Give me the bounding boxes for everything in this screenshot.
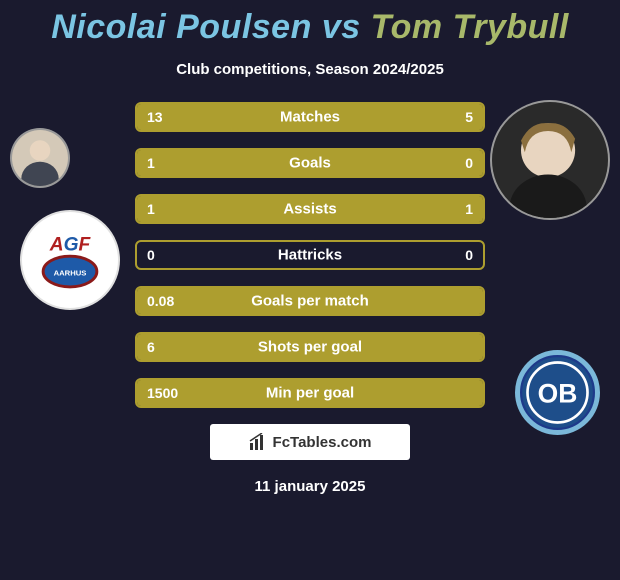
vs-text: vs [322,8,361,46]
player1-club-badge: AGF AARHUS [20,210,120,310]
stat-row: 6 Shots per goal [135,332,485,362]
stat-fill-left [137,104,386,130]
stat-label: Hattricks [278,247,342,264]
chart-icon [249,433,267,451]
stat-row: 0 Hattricks 0 [135,240,485,270]
player2-club-badge: OB [515,350,600,435]
brand-text: FcTables.com [273,434,372,451]
stat-row: 1 Goals 0 [135,148,485,178]
stat-label: Goals [289,155,331,172]
comparison-title: Nicolai Poulsen vs Tom Trybull [0,0,620,47]
footer-date: 11 january 2025 [0,478,620,495]
stat-label: Matches [280,109,340,126]
stat-value-left: 6 [147,339,155,355]
stat-label: Min per goal [266,385,354,402]
stat-value-right: 0 [465,155,473,171]
player1-name: Nicolai Poulsen [51,8,312,46]
stat-label: Goals per match [251,293,369,310]
player2-name: Tom Trybull [371,8,569,46]
stat-row: 0.08 Goals per match [135,286,485,316]
stat-value-left: 1500 [147,385,178,401]
stat-label: Assists [283,201,336,218]
stats-container: 13 Matches 5 1 Goals 0 1 Assists 1 0 Hattricks 0 0.0… [135,102,485,408]
stat-row: 1500 Min per goal [135,378,485,408]
stat-value-left: 0 [147,247,155,263]
svg-text:OB: OB [538,379,578,409]
stat-value-left: 1 [147,201,155,217]
stat-value-left: 0.08 [147,293,174,309]
stat-value-left: 13 [147,109,163,125]
player1-avatar [10,128,70,188]
svg-text:AARHUS: AARHUS [54,268,87,277]
stat-value-left: 1 [147,155,155,171]
stat-value-right: 0 [465,247,473,263]
player2-avatar [490,100,610,220]
stat-value-right: 1 [465,201,473,217]
svg-text:AGF: AGF [49,234,92,255]
stat-value-right: 5 [465,109,473,125]
brand-logo: FcTables.com [210,424,410,460]
stat-row: 1 Assists 1 [135,194,485,224]
subtitle: Club competitions, Season 2024/2025 [0,61,620,78]
stat-label: Shots per goal [258,339,362,356]
stat-row: 13 Matches 5 [135,102,485,132]
